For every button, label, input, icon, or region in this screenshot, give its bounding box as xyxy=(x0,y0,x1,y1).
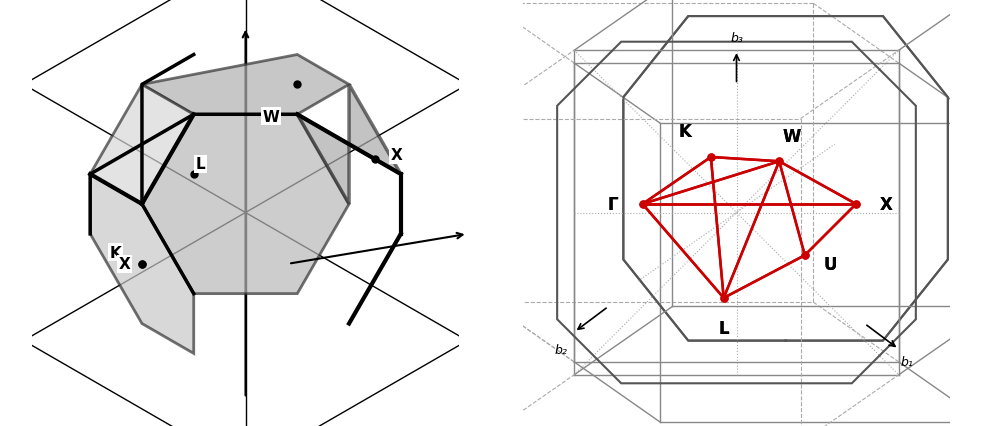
Text: L: L xyxy=(719,319,729,337)
Text: Γ: Γ xyxy=(607,196,618,213)
Text: W: W xyxy=(263,109,280,125)
Text: U: U xyxy=(824,255,838,273)
Polygon shape xyxy=(142,115,349,294)
Polygon shape xyxy=(90,85,193,204)
Text: U: U xyxy=(824,255,838,273)
Text: X: X xyxy=(391,148,403,163)
Text: K: K xyxy=(679,123,691,141)
Text: W: W xyxy=(783,127,801,145)
Text: Γ: Γ xyxy=(607,196,618,213)
Polygon shape xyxy=(142,55,349,115)
Text: X: X xyxy=(880,196,893,213)
Text: X: X xyxy=(880,196,893,213)
Text: K: K xyxy=(110,245,122,260)
Text: L: L xyxy=(195,157,205,172)
Polygon shape xyxy=(298,85,401,204)
Polygon shape xyxy=(624,17,948,341)
Text: K: K xyxy=(679,123,691,141)
Polygon shape xyxy=(90,175,193,354)
Text: L: L xyxy=(719,319,729,337)
Text: X: X xyxy=(119,256,131,272)
Text: W: W xyxy=(783,127,801,145)
Text: b₂: b₂ xyxy=(555,343,568,356)
Text: b₁: b₁ xyxy=(900,356,913,368)
Text: b₃: b₃ xyxy=(730,32,743,45)
